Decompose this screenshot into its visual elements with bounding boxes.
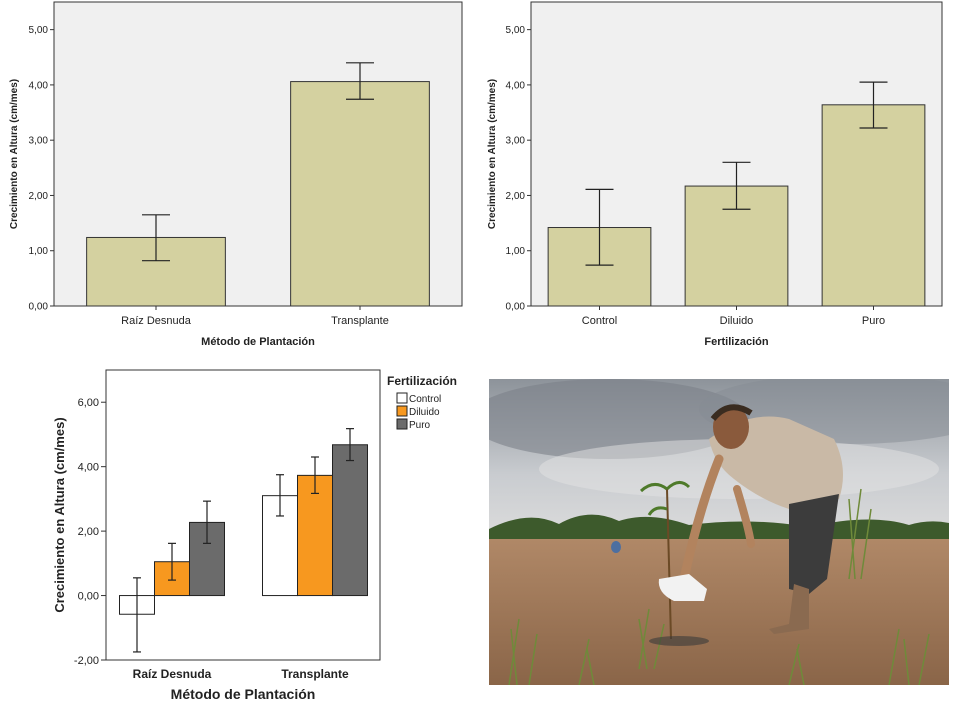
- y-axis-label: Crecimiento en Altura (cm/mes): [9, 79, 20, 229]
- man-watering-seedling-icon: [489, 379, 949, 685]
- legend-swatch: [396, 392, 408, 404]
- y-tick-label: 1,00: [506, 246, 526, 257]
- chart-method-by-fertilization-svg: -2,00 0,00 2,00 4,00 6,00 Raíz Desnuda Transpl…: [52, 369, 457, 702]
- y-tick-label: 0,00: [506, 302, 526, 313]
- y-tick-label: 2,00: [506, 191, 526, 202]
- legend-label: Diluido: [409, 407, 440, 418]
- legend-label: Control: [409, 394, 441, 405]
- chart-fertilization: 0,00 1,00 2,00 3,00 4,00 5,00 Control Diluido Pu…: [478, 0, 960, 352]
- y-tick-label: 6,00: [78, 397, 99, 409]
- x-axis-label: Fertilización: [704, 336, 768, 348]
- x-tick-label: Transplante: [281, 667, 349, 681]
- y-tick-label: 0,00: [29, 302, 49, 313]
- x-tick-label: Puro: [862, 315, 885, 327]
- chart-planting-method: 0,00 1,00 2,00 3,00 4,00 5,00 Raíz Desnuda Tran…: [0, 0, 470, 352]
- y-tick-label: 5,00: [506, 25, 526, 36]
- bar: [547, 227, 652, 307]
- y-tick-label: 3,00: [506, 136, 526, 147]
- legend: Fertilización Control Diluido Puro: [387, 374, 457, 431]
- bar: [290, 81, 430, 307]
- y-tick-label: 1,00: [29, 246, 49, 257]
- field-photo: [489, 379, 949, 685]
- legend-label: Puro: [409, 420, 431, 431]
- y-tick-label: 3,00: [29, 136, 49, 147]
- y-tick-label: 2,00: [29, 191, 49, 202]
- legend-swatch: [396, 405, 408, 417]
- chart-fertilization-svg: 0,00 1,00 2,00 3,00 4,00 5,00 Control Diluido Pu…: [487, 1, 943, 348]
- x-axis-label: Método de Plantación: [171, 686, 316, 702]
- x-tick-label: Control: [582, 315, 617, 327]
- x-tick-label: Transplante: [331, 315, 389, 327]
- y-tick-label: 0,00: [78, 591, 99, 603]
- legend-swatch: [396, 418, 408, 430]
- y-axis-label: Crecimiento en Altura (cm/mes): [52, 417, 67, 612]
- bar: [821, 104, 926, 307]
- x-axis-label: Método de Plantación: [201, 336, 315, 348]
- bar: [332, 444, 368, 597]
- chart-planting-method-svg: 0,00 1,00 2,00 3,00 4,00 5,00 Raíz Desnuda Tran…: [9, 1, 463, 348]
- y-tick-label: -2,00: [74, 655, 99, 667]
- x-tick-label: Raíz Desnuda: [133, 667, 212, 681]
- x-tick-label: Raíz Desnuda: [121, 315, 192, 327]
- y-tick-label: 4,00: [78, 462, 99, 474]
- legend-title: Fertilización: [387, 374, 457, 388]
- y-tick-label: 2,00: [78, 526, 99, 538]
- x-tick-label: Diluido: [720, 315, 754, 327]
- chart-method-by-fertilization: -2,00 0,00 2,00 4,00 6,00 Raíz Desnuda Transpl…: [0, 360, 480, 720]
- y-tick-label: 5,00: [29, 25, 49, 36]
- y-tick-label: 4,00: [506, 80, 526, 91]
- y-axis-label: Crecimiento en Altura (cm/mes): [487, 79, 498, 229]
- y-tick-label: 4,00: [29, 80, 49, 91]
